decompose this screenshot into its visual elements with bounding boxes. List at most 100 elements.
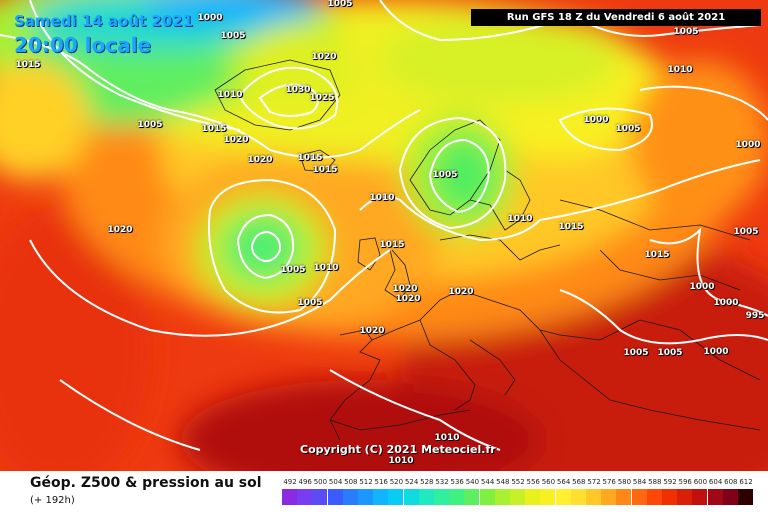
legend-swatch [616,489,632,505]
isobar-label: 1020 [311,52,337,62]
isobar-label: 1025 [309,93,335,103]
legend-value: 560 [541,478,556,486]
legend-value: 608 [724,478,738,486]
isobars [0,0,768,451]
isobar-label: 1020 [448,287,474,297]
legend-value: 612 [739,478,753,486]
legend-swatch [631,489,647,505]
isobar-label: 1010 [388,456,414,466]
legend-swatch [707,489,723,505]
isobar-label: 1010 [507,214,533,224]
legend-swatch [601,489,617,505]
isobar-label: 1005 [615,124,641,134]
isobar-label: 1000 [197,13,223,23]
legend-value: 588 [648,478,662,486]
isobar-label: 1015 [558,222,584,232]
legend-swatch [434,489,449,505]
legend-swatch [373,489,389,505]
isobar-label: 1000 [703,347,729,357]
legend-value: 508 [344,478,358,486]
isobar-label: 1000 [689,282,715,292]
legend-value: 512 [359,478,373,486]
isobar-label: 1020 [107,225,133,235]
isobar-label: 995 [745,311,765,321]
legend-value: 576 [602,478,616,486]
legend-swatch [540,489,556,505]
isobar-label: 1005 [673,27,699,37]
isobar-label: 1005 [280,265,306,275]
isobar-label: 1010 [313,263,339,273]
legend-value: 600 [693,478,708,486]
isobar-label: 1005 [137,120,163,130]
geopotential-field [0,0,768,471]
legend-value: 544 [480,478,495,486]
forecast-date: Samedi 14 août 2021 [14,12,194,30]
forecast-map: Samedi 14 août 2021 20:00 locale Run GFS… [0,0,768,471]
isobar-label: 1005 [327,0,353,9]
legend-swatch [722,489,738,505]
isobar-label: 1000 [713,298,739,308]
legend-value: 532 [435,478,449,486]
legend-value: 580 [617,478,632,486]
isobar-label: 1020 [359,326,385,336]
isobar-label: 1010 [434,433,460,443]
legend-value: 504 [328,478,343,486]
copyright: Copyright (C) 2021 Meteociel.fr [300,443,496,456]
legend-swatch [586,489,601,505]
isobar-label: 1015 [312,165,338,175]
footer: Géop. Z500 & pression au sol (+ 192h) 49… [0,471,768,512]
legend-value: 536 [450,478,464,486]
legend-swatch [555,489,571,505]
legend-swatch [662,489,677,505]
legend-swatch [692,489,708,505]
isobar-label: 1005 [657,348,683,358]
legend-value: 564 [556,478,571,486]
legend-swatch [327,489,343,505]
isobar-label: 1015 [201,124,227,134]
legend-value: 572 [587,478,601,486]
legend-swatch [312,489,328,505]
isobar-label: 1015 [297,153,323,163]
legend-value: 552 [511,478,525,486]
legend-swatch [449,489,465,505]
forecast-time: 20:00 locale [14,33,151,57]
isobar-label: 1020 [395,294,421,304]
legend-swatch [570,489,586,505]
isobar-label: 1015 [15,60,41,70]
forecast-range: (+ 192h) [30,495,75,506]
isobar-label: 1005 [297,298,323,308]
run-info: Run GFS 18 Z du Vendredi 6 août 2021 [471,9,761,26]
legend-value: 516 [374,478,388,486]
isobar-label: 1010 [667,65,693,75]
legend-value: 524 [404,478,419,486]
coastlines [214,59,761,441]
map-canvas [0,0,768,471]
isobar-label: 1010 [217,90,243,100]
legend-swatch [677,489,693,505]
isobar-label: 1010 [369,193,395,203]
legend-value: 568 [572,478,586,486]
legend-value: 540 [465,478,480,486]
legend-swatch [464,489,480,505]
color-scale: 492 496 500 504 508 512 516 520 524 528 532 536 540 5… [282,478,753,507]
isobar-label: 1015 [644,250,670,260]
legend-value: 592 [663,478,677,486]
isobar-label: 1030 [285,85,311,95]
legend-value: 492 [283,478,297,486]
isobar-label: 1020 [392,284,418,294]
legend-value: 584 [632,478,647,486]
legend-swatch [403,489,419,505]
legend-value: 496 [298,478,312,486]
legend-swatch [494,489,510,505]
legend-swatch [342,489,358,505]
legend-value: 556 [526,478,540,486]
legend-swatch [358,489,373,505]
isobar-label: 1015 [379,240,405,250]
isobar-label: 1005 [432,170,458,180]
isobar-label: 1005 [220,31,246,41]
legend-value: 604 [708,478,723,486]
isobar-label: 1020 [247,155,273,165]
legend-swatch [525,489,541,505]
isobar-label: 1005 [733,227,759,237]
